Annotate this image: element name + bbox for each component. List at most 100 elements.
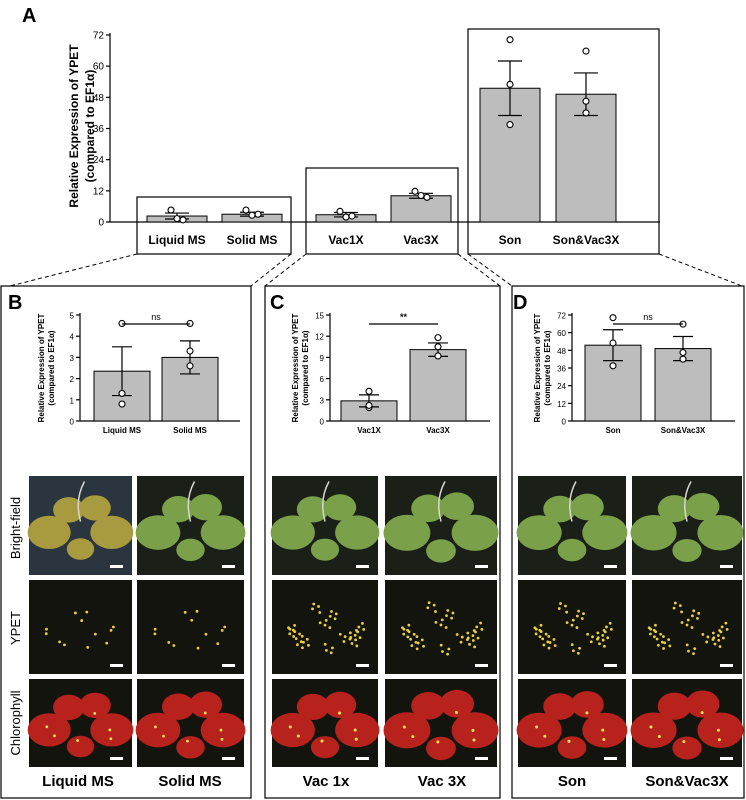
ypet-signal-dot [598,642,601,646]
ypet-signal-dot [311,607,314,611]
ypet-signal-dot [459,640,463,644]
y-tick-label-b: 4 [70,333,75,342]
ypet-overlay-dot [186,739,189,743]
scale-bar [720,565,733,568]
ypet-signal-dot [302,640,305,644]
seedling-leaf [189,493,223,521]
y-tick-label-d: 24 [557,382,566,391]
ypet-signal-dot [427,601,431,605]
y-tick-label-b: 3 [70,354,75,363]
ypet-signal-dot [542,643,546,647]
ypet-overlay-dot [220,737,224,741]
seedling-leaf [310,538,340,561]
ypet-overlay-dot [543,734,547,738]
data-point-d [679,348,687,357]
data-point-a [417,191,425,200]
ypet-signal-dot [570,623,574,627]
chlorophyll-leaf [543,693,577,720]
ypet-signal-dot [606,636,610,640]
chlorophyll-leaf [630,712,677,748]
y-tick-label-c: 6 [320,375,325,384]
seedling-leaf [657,495,692,523]
data-point-a [348,212,356,220]
seedling-root [684,481,692,522]
ypet-signal-dot [343,635,347,639]
significance-label-c: ** [400,312,408,322]
seedling-root [438,481,446,522]
seedling-root [187,481,196,522]
ypet-signal-dot [475,625,479,629]
seedling-leaf [411,494,446,523]
ypet-signal-dot [434,610,437,613]
seedling-leaf [582,515,628,551]
scale-bar [475,565,488,568]
category-label-a: Solid MS [227,233,278,247]
y-tick-label-c: 12 [315,333,324,342]
y-tick-label-c: 9 [320,354,325,363]
ypet-signal-dot [216,642,220,646]
ypet-overlay-dot [353,728,357,732]
ypet-overlay-dot [649,725,653,729]
chlorophyll-leaf [176,736,205,759]
ypet-signal-dot [686,618,690,622]
photo-ypet-1 [137,580,244,674]
seedling-leaf [162,495,195,523]
ypet-signal-dot [538,628,542,632]
scale-bar [110,664,123,667]
ypet-signal-dot [323,623,327,627]
ypet-overlay-dot [717,738,721,742]
ypet-overlay-dot [602,738,606,741]
ypet-signal-dot [711,631,715,635]
group-box-sonication [467,28,660,255]
ypet-signal-dot [553,644,557,648]
ypet-signal-dot [685,623,689,627]
ypet-overlay-dot [288,725,292,729]
ypet-signal-dot [348,631,352,635]
ypet-signal-dot [654,623,657,627]
ypet-signal-dot [410,644,414,647]
photo-ypet-0 [29,580,132,674]
y-tick-label-a: 0 [98,218,104,229]
seedling-leaf [570,493,604,521]
ypet-signal-dot [687,649,690,653]
ypet-signal-dot [652,635,656,639]
ypet-signal-dot [348,637,352,641]
ypet-signal-dot [605,625,608,629]
ypet-signal-dot [406,635,410,639]
ypet-signal-dot [196,646,200,650]
ypet-signal-dot [439,643,443,647]
d-y-label-line2: (compared to EF1α) [543,330,552,405]
ypet-signal-dot [719,630,723,634]
data-point-a [582,47,590,55]
chlorophyll-leaf [516,712,562,748]
c-photo-label-2: Vac 3X [418,773,466,790]
y-tick-label-b: 1 [70,396,75,405]
y-tick-label-b: 0 [70,418,75,427]
ypet-signal-dot [323,642,327,646]
ypet-signal-dot [572,649,575,653]
ypet-signal-dot [331,646,334,650]
b-photo-label-1: Liquid MS [42,773,114,790]
ypet-signal-dot [195,609,199,613]
ypet-signal-dot [717,638,721,642]
ypet-overlay-dot [682,740,686,744]
ypet-signal-dot [565,621,569,625]
ypet-signal-dot [601,633,605,637]
y-tick-label-b: 5 [70,312,75,321]
data-point-b [186,347,194,355]
seedling-leaf [176,538,205,562]
ypet-overlay-dot [472,738,476,742]
chlorophyll-leaf [657,692,692,720]
ypet-signal-dot [415,635,419,639]
chart-c: 0 3 6 9 12 15 Vac1X Vac3X ** [315,312,490,435]
ypet-signal-dot [153,627,157,631]
data-point-a [582,97,590,105]
category-label-a: Vac3X [403,233,438,247]
scale-bar [604,757,617,760]
ypet-signal-dot [420,638,424,642]
ypet-overlay-dot [45,725,49,729]
ypet-overlay-dot [354,737,358,741]
seedling-leaf [296,496,330,523]
chlorophyll-leaf [189,691,223,718]
ypet-overlay-dot [585,711,589,715]
